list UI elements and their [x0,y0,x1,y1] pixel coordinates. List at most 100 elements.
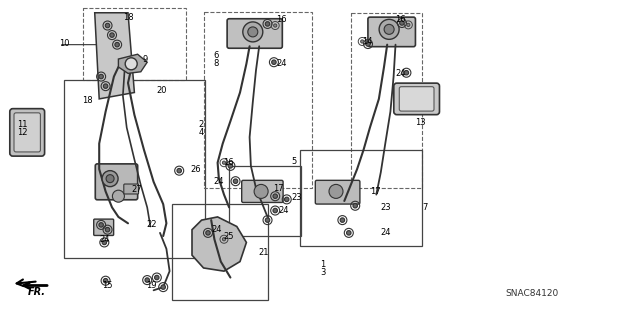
Circle shape [265,22,270,26]
Text: SNAC84120: SNAC84120 [506,289,559,298]
Text: 22: 22 [146,220,156,229]
FancyBboxPatch shape [316,180,360,204]
Circle shape [145,278,150,282]
Text: 9: 9 [142,55,147,63]
FancyBboxPatch shape [95,164,138,200]
Text: 24: 24 [213,177,223,186]
Circle shape [228,164,233,168]
Circle shape [284,197,289,202]
Text: 21: 21 [258,248,268,256]
Circle shape [399,21,404,25]
Circle shape [99,223,104,227]
Text: 17: 17 [273,184,284,193]
Text: 24: 24 [276,59,287,68]
Circle shape [103,84,108,88]
Circle shape [223,238,226,241]
FancyBboxPatch shape [124,184,139,194]
Circle shape [340,218,345,222]
FancyBboxPatch shape [242,180,283,203]
Circle shape [109,33,115,37]
Circle shape [243,22,263,42]
Text: 4: 4 [198,128,204,137]
Circle shape [113,190,124,202]
Text: 23: 23 [381,203,392,212]
Text: 3: 3 [320,268,325,277]
Bar [351,13,422,188]
Circle shape [223,161,226,164]
Circle shape [102,171,118,187]
Circle shape [353,204,358,208]
Text: 20: 20 [157,86,167,95]
Circle shape [105,23,110,28]
Text: 7: 7 [422,203,428,212]
Bar [300,150,422,246]
Circle shape [346,231,351,235]
Circle shape [233,179,238,183]
Circle shape [103,278,108,283]
Text: 17: 17 [370,187,381,196]
Circle shape [329,184,343,198]
Text: 16: 16 [223,158,234,167]
Bar [229,166,301,236]
Text: 24: 24 [211,225,221,234]
Text: 16: 16 [396,15,406,24]
Circle shape [384,24,394,34]
FancyBboxPatch shape [227,19,282,48]
Circle shape [106,174,114,183]
Bar [64,80,205,258]
Text: 23: 23 [291,193,302,202]
Bar [83,8,186,80]
Text: 16: 16 [276,15,287,24]
Circle shape [248,27,258,37]
Text: 19: 19 [146,281,156,290]
Text: 24: 24 [381,228,391,237]
Circle shape [205,231,211,235]
Circle shape [105,227,110,232]
Polygon shape [118,54,147,73]
Text: FR.: FR. [28,287,46,297]
Circle shape [161,285,166,289]
Text: 24: 24 [99,235,109,244]
Text: 18: 18 [82,96,93,105]
Text: 12: 12 [17,128,28,137]
Text: 24: 24 [396,69,406,78]
Circle shape [365,42,371,46]
Text: 8: 8 [213,59,218,68]
FancyBboxPatch shape [394,83,440,115]
Circle shape [360,40,364,43]
Text: 6: 6 [213,51,218,60]
Circle shape [102,240,107,245]
Circle shape [273,208,278,213]
Circle shape [271,60,276,64]
Circle shape [265,218,270,222]
Circle shape [273,194,278,198]
Text: 2: 2 [198,120,204,129]
Circle shape [154,275,159,280]
Circle shape [407,23,410,26]
Text: 18: 18 [123,13,134,22]
Text: 26: 26 [190,165,201,174]
Polygon shape [95,13,134,99]
Text: 24: 24 [278,206,289,215]
FancyBboxPatch shape [93,219,114,235]
Text: 25: 25 [223,232,234,241]
Text: 1: 1 [320,260,325,269]
Text: 10: 10 [59,39,69,48]
Circle shape [177,168,182,173]
Text: 15: 15 [102,281,113,290]
Text: 13: 13 [415,118,426,127]
FancyBboxPatch shape [10,109,45,156]
Circle shape [379,19,399,39]
Text: 5: 5 [291,157,296,166]
Circle shape [274,24,277,27]
Bar [204,12,312,188]
FancyBboxPatch shape [399,87,434,111]
Circle shape [125,58,137,70]
Polygon shape [192,217,246,271]
FancyBboxPatch shape [14,113,40,152]
Circle shape [404,70,409,75]
FancyBboxPatch shape [368,17,415,47]
Text: 27: 27 [131,185,142,194]
Bar [172,204,268,300]
Text: 11: 11 [17,120,28,129]
